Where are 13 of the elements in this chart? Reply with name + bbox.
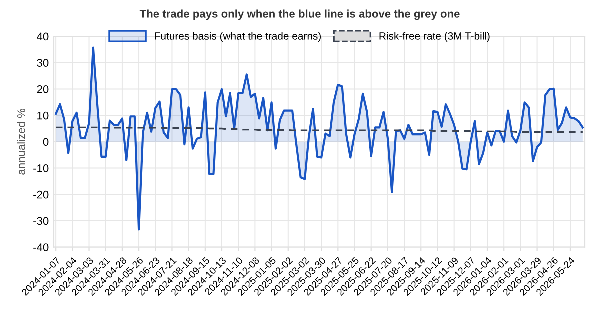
y-tick-label: -30 <box>34 217 49 226</box>
y-tick-label: -40 <box>34 244 49 252</box>
y-tick-label: 20 <box>37 85 49 94</box>
y-axis-title: annualized % <box>17 108 26 175</box>
legend-label: Risk-free rate (3M T-bill) <box>380 32 490 42</box>
y-tick-label: 30 <box>37 59 49 68</box>
y-tick-label: 40 <box>37 32 49 41</box>
chart-title: The trade pays only when the blue line is above the grey one <box>140 10 460 20</box>
y-tick-label: 10 <box>38 112 49 120</box>
y-tick-label: 0 <box>43 138 49 146</box>
legend-label: Futures basis (what the trade earns) <box>155 32 322 42</box>
y-tick-label: -10 <box>34 164 49 172</box>
y-tick-label: -20 <box>34 190 49 199</box>
